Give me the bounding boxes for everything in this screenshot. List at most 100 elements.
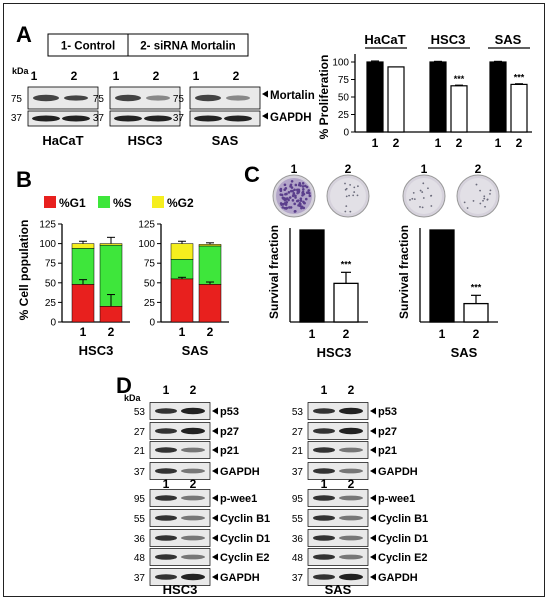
colony-dot — [282, 197, 285, 200]
colony-dot — [430, 205, 433, 207]
legend-entry: %G1 — [59, 196, 86, 210]
marker-kda: 27 — [292, 427, 304, 438]
marker-kda: 37 — [292, 573, 304, 584]
blot-strip-Cyclin D1 — [307, 529, 369, 547]
marker-kda: 53 — [134, 407, 146, 418]
colony-dot — [288, 196, 292, 199]
band — [313, 468, 335, 474]
colony-dot — [345, 187, 348, 190]
marker-kda: 95 — [134, 494, 146, 505]
arrow-icon — [262, 90, 268, 98]
group-label: HSC3 — [317, 345, 352, 360]
y-tick-label: 100 — [332, 58, 349, 69]
y-tick-label: 75 — [45, 259, 57, 270]
protein-label: GAPDH — [378, 572, 418, 584]
dish-label: 2 — [345, 162, 352, 176]
colony-dot — [279, 188, 282, 192]
bar — [333, 282, 359, 323]
colony-dot — [301, 190, 305, 194]
band — [313, 554, 335, 560]
lane-label: 2 — [153, 69, 160, 83]
protein-label: p21 — [220, 445, 239, 457]
arrow-icon — [212, 534, 218, 542]
colony-dot — [413, 198, 416, 201]
protein-label: p53 — [220, 406, 239, 418]
protein-label: Mortalin — [270, 90, 315, 102]
marker-kda: 21 — [134, 446, 146, 457]
legend-swatch — [152, 196, 164, 208]
lane-label: 2 — [190, 383, 197, 397]
legend-swatch — [44, 196, 56, 208]
band — [313, 495, 335, 501]
x-tick-label: 2 — [516, 136, 523, 150]
blot-strip-mortalin — [189, 86, 261, 110]
colony-dot — [305, 185, 309, 189]
arrow-icon — [262, 112, 268, 120]
colony-dot — [489, 192, 491, 195]
colony-dot — [299, 197, 303, 200]
marker-kda: 36 — [292, 534, 304, 545]
band — [64, 95, 88, 101]
colony-dot — [479, 202, 482, 205]
colony-dot — [345, 195, 348, 198]
band — [313, 447, 335, 453]
y-axis-label: % Cell population — [17, 220, 31, 321]
y-axis-label: Survival fraction — [397, 225, 411, 319]
colony-dot — [284, 207, 288, 210]
marker-kda: 48 — [134, 553, 146, 564]
marker-kda: 37 — [11, 113, 23, 124]
protein-label: p21 — [378, 445, 397, 457]
band — [313, 574, 335, 580]
arrow-icon — [370, 407, 376, 415]
protein-label: p-wee1 — [378, 493, 415, 505]
marker-kda: 21 — [292, 446, 304, 457]
marker-kda: 37 — [292, 467, 304, 478]
protein-label: Cyclin E2 — [220, 552, 270, 564]
significance-label: *** — [341, 259, 352, 269]
colony-dot — [344, 182, 346, 185]
kda-label: kDa — [12, 66, 30, 76]
protein-label: Cyclin E2 — [378, 552, 428, 564]
marker-kda: 37 — [134, 573, 146, 584]
band — [155, 495, 177, 501]
colony-dot — [349, 210, 352, 213]
colony-dot — [412, 191, 415, 194]
band — [32, 115, 60, 122]
colony-dot — [297, 183, 301, 187]
arrow-icon — [212, 553, 218, 561]
colony-dot — [466, 207, 469, 209]
band — [115, 94, 141, 102]
lane-label: 2 — [190, 477, 197, 491]
marker-kda: 48 — [292, 553, 304, 564]
y-tick-label: 25 — [144, 298, 156, 309]
colony-dot — [463, 201, 466, 204]
y-tick-label: 50 — [338, 93, 350, 104]
band — [181, 515, 205, 521]
colony-dot — [472, 200, 475, 202]
x-tick-label: 1 — [309, 327, 316, 341]
lane-label: 2 — [71, 69, 78, 83]
arrow-icon — [370, 573, 376, 581]
protein-label: Cyclin B1 — [220, 513, 270, 525]
protein-label: GAPDH — [378, 466, 418, 478]
band — [181, 407, 205, 415]
lane-label: 1 — [31, 69, 38, 83]
colony-dot — [421, 206, 424, 209]
blot-strip-p53 — [307, 402, 369, 420]
legend-sirna: 2- siRNA Mortalin — [140, 41, 235, 53]
protein-label: p-wee1 — [220, 493, 257, 505]
cell-line-label: SAS — [212, 133, 239, 148]
arrow-icon — [370, 494, 376, 502]
band — [181, 573, 205, 581]
lane-label: 1 — [163, 383, 170, 397]
colony-dot — [430, 194, 432, 197]
blot-strip-Cyclin E2 — [149, 548, 211, 566]
x-tick-label: 1 — [495, 136, 502, 150]
cell-line-label: HSC3 — [128, 133, 163, 148]
y-tick-label: 75 — [144, 259, 156, 270]
arrow-icon — [212, 467, 218, 475]
band — [181, 447, 205, 453]
blot-strip-mortalin — [109, 86, 181, 110]
colony-dot — [283, 183, 287, 187]
